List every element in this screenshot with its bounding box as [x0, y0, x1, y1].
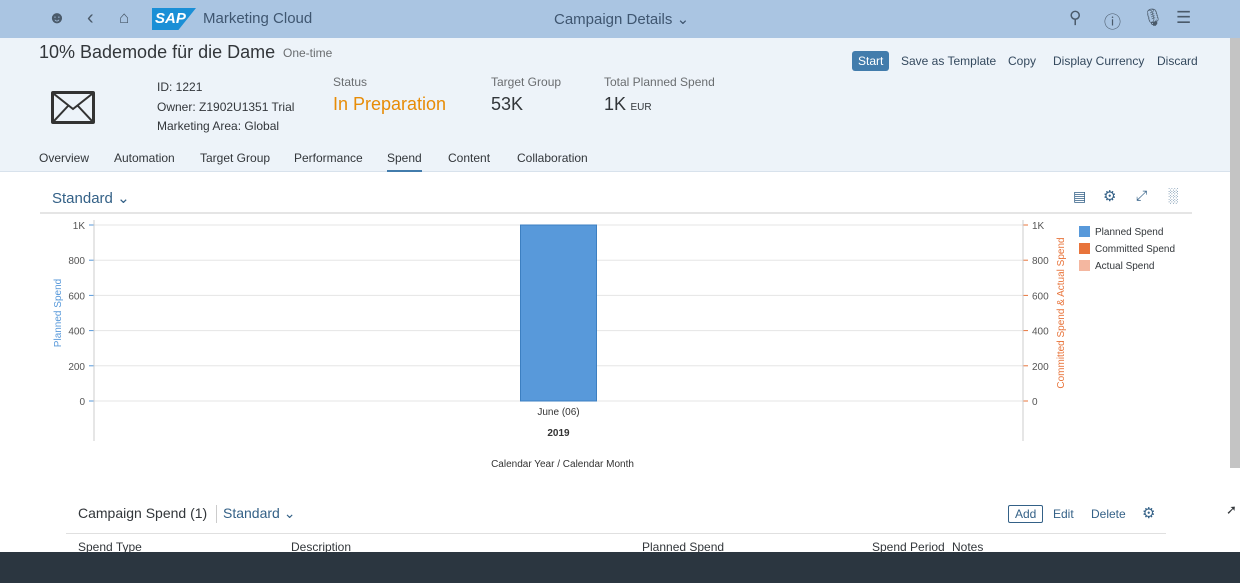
- scrollbar[interactable]: [1230, 38, 1240, 468]
- legend-planned[interactable]: Planned Spend: [1079, 226, 1163, 238]
- chevron-down-icon: ⌄: [283, 505, 296, 521]
- divider: [66, 533, 1166, 534]
- notifications-icon[interactable]: ☰: [1176, 8, 1192, 27]
- legend-label: Actual Spend: [1095, 261, 1155, 272]
- divider: [216, 505, 217, 523]
- tab-automation[interactable]: Automation: [114, 151, 175, 165]
- chevron-down-icon: ⌄: [117, 190, 130, 207]
- tab-overview[interactable]: Overview: [39, 151, 90, 165]
- status-label: Status: [333, 75, 368, 89]
- legend-swatch: [1079, 243, 1090, 254]
- column-header[interactable]: Description: [291, 540, 352, 554]
- microphone-icon[interactable]: 🎙: [1142, 8, 1164, 27]
- legend-swatch: [1079, 226, 1090, 237]
- y-tick-label: 600: [68, 291, 85, 302]
- y2-axis-title: Committed Spend & Actual Spend: [1056, 237, 1067, 388]
- y2-tick-label: 1K: [1032, 221, 1045, 232]
- status-value: In Preparation: [333, 94, 447, 114]
- legend-label: Planned Spend: [1095, 227, 1164, 238]
- tab-target-group[interactable]: Target Group: [200, 151, 271, 165]
- chart-type-icon[interactable]: ░: [1168, 187, 1178, 203]
- campaign-type: One-time: [283, 46, 333, 60]
- column-header[interactable]: Spend Period: [872, 540, 945, 554]
- mouse-cursor: ➚: [1226, 502, 1237, 517]
- app-title: Marketing Cloud: [203, 10, 313, 27]
- campaign-title: 10% Bademode für die Dame: [39, 42, 276, 62]
- help-icon[interactable]: ⓘ: [1104, 13, 1121, 32]
- sap-logo: SAP: [152, 8, 196, 30]
- display-currency-button[interactable]: Display Currency: [1053, 54, 1145, 68]
- table-view-icon[interactable]: ▤: [1073, 188, 1087, 204]
- y-tick-label: 1K: [73, 221, 86, 232]
- legend-committed[interactable]: Committed Spend: [1079, 243, 1175, 255]
- y-tick-label: 800: [68, 256, 85, 267]
- user-icon[interactable]: ☻: [48, 8, 66, 27]
- total-spend-value: 1K: [604, 94, 627, 114]
- fullscreen-icon[interactable]: ⤢: [1136, 187, 1148, 203]
- search-icon[interactable]: ⚲: [1069, 8, 1082, 27]
- page-title: Campaign Details: [554, 11, 673, 28]
- campaign-id: ID: 1221: [157, 80, 203, 94]
- total-spend-label: Total Planned Spend: [604, 75, 715, 89]
- add-button[interactable]: Add: [1008, 505, 1044, 523]
- column-header[interactable]: Planned Spend: [642, 540, 725, 554]
- home-icon[interactable]: ⌂: [119, 8, 130, 27]
- y2-tick-label: 400: [1032, 327, 1049, 338]
- target-group-value[interactable]: 53K: [491, 94, 524, 114]
- variant-label: Standard: [223, 505, 280, 521]
- y-axis-title: Planned Spend: [53, 279, 64, 347]
- legend-actual[interactable]: Actual Spend: [1079, 260, 1155, 272]
- x-tick-label: June (06): [537, 407, 579, 418]
- shell-bar: ☻ ‹ ⌂ SAP Marketing Cloud Campaign Detai…: [0, 0, 1240, 38]
- y-tick-label: 400: [68, 327, 85, 338]
- chart-variant-selector[interactable]: Standard ⌄: [52, 189, 130, 207]
- x-axis-title: Calendar Year / Calendar Month: [491, 459, 634, 470]
- y2-tick-label: 800: [1032, 256, 1049, 267]
- variant-label: Standard: [52, 190, 113, 207]
- bar-planned-spend: [520, 224, 597, 402]
- legend-swatch: [1079, 260, 1090, 271]
- divider: [40, 212, 1192, 214]
- copy-button[interactable]: Copy: [1008, 54, 1037, 68]
- y2-tick-label: 600: [1032, 291, 1049, 302]
- back-icon[interactable]: ‹: [87, 7, 94, 29]
- target-group-label: Target Group: [491, 75, 562, 89]
- y2-tick-label: 0: [1032, 397, 1038, 408]
- start-button[interactable]: Start: [852, 51, 890, 71]
- email-icon: [51, 91, 95, 124]
- legend-label: Committed Spend: [1095, 244, 1176, 255]
- edit-button[interactable]: Edit: [1053, 507, 1074, 521]
- tab-spend[interactable]: Spend: [387, 151, 422, 172]
- column-header[interactable]: Spend Type: [78, 540, 142, 554]
- tab-performance[interactable]: Performance: [294, 151, 363, 165]
- spend-chart: 0 0 200 200 400 400 600 600 800 800 1K 1K June (06) 2…: [53, 220, 1067, 470]
- chevron-down-icon: ⌄: [676, 11, 690, 28]
- table-variant-selector[interactable]: Standard ⌄: [223, 505, 295, 522]
- tab-content[interactable]: Content: [448, 151, 491, 165]
- footer-bar: [0, 552, 1240, 583]
- discard-button[interactable]: Discard: [1157, 54, 1198, 68]
- object-header: 10% Bademode für die Dame One-time ID: 1…: [0, 38, 1240, 172]
- y2-tick-label: 200: [1032, 362, 1049, 373]
- campaign-owner: Owner: Z1902U1351 Trial: [157, 99, 295, 114]
- y-tick-label: 0: [79, 397, 85, 408]
- settings-icon[interactable]: ⚙: [1103, 188, 1117, 205]
- save-as-template-button[interactable]: Save as Template: [901, 54, 997, 68]
- column-header[interactable]: Notes: [952, 540, 984, 554]
- delete-button[interactable]: Delete: [1091, 507, 1126, 521]
- x-group-label: 2019: [547, 428, 570, 439]
- table-settings-icon[interactable]: ⚙: [1142, 505, 1156, 522]
- tab-collaboration[interactable]: Collaboration: [517, 151, 588, 165]
- y-tick-label: 200: [68, 362, 85, 373]
- page-title-menu[interactable]: Campaign Details ⌄: [554, 10, 689, 28]
- currency: EUR: [630, 102, 652, 113]
- marketing-area: Marketing Area: Global: [157, 119, 280, 133]
- table-title: Campaign Spend (1): [78, 505, 208, 521]
